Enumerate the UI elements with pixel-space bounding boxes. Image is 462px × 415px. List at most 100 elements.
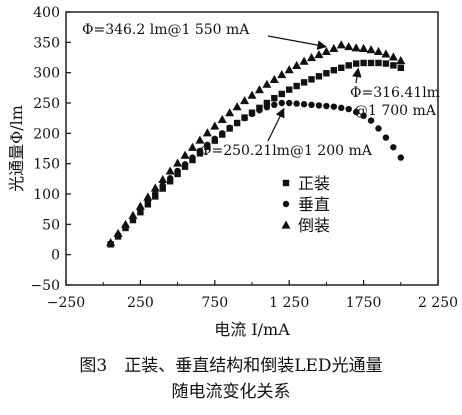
circle-data-point — [256, 107, 263, 114]
y-tick-label: 100 — [33, 187, 60, 203]
legend-marker-triangle — [281, 220, 291, 229]
circle-data-point — [263, 104, 271, 111]
y-tick-label: 350 — [33, 35, 60, 51]
square-data-point — [345, 62, 352, 69]
triangle-data-point — [344, 42, 354, 51]
legend-label-square: 正装 — [298, 174, 330, 193]
circle-data-point — [248, 110, 256, 118]
square-data-point — [271, 94, 278, 102]
annotation-arrow-conventional — [352, 67, 362, 84]
square-data-point — [286, 86, 293, 93]
triangle-data-point — [232, 102, 242, 111]
triangle-data-point — [135, 201, 145, 210]
triangle-data-point — [388, 52, 398, 61]
square-data-point — [263, 99, 271, 107]
series-triangle — [106, 40, 406, 247]
annotation-arrow-vertical — [267, 107, 285, 142]
triangle-data-point — [299, 56, 309, 65]
circle-data-point — [382, 134, 390, 141]
x-tick-label: 1 250 — [269, 295, 309, 311]
circle-data-point — [308, 101, 315, 109]
triangle-data-point — [225, 108, 235, 117]
triangle-data-point — [307, 53, 317, 62]
figure-caption-line-1: 图3 正装、垂直结构和倒装LED光通量 — [79, 356, 383, 376]
triangle-data-point — [165, 166, 175, 175]
square-data-point — [367, 59, 375, 67]
triangle-data-point — [187, 142, 197, 151]
circle-data-point — [174, 167, 181, 175]
square-data-point — [315, 73, 323, 80]
triangle-data-point — [195, 135, 205, 144]
figure-caption-line-2: 随电流变化关系 — [171, 382, 291, 402]
triangle-data-point — [113, 228, 123, 238]
circle-data-point — [352, 108, 360, 116]
square-data-point — [397, 64, 404, 72]
annotation-arrow-flip-chip — [267, 35, 328, 50]
circle-data-point — [271, 101, 278, 109]
x-axis-title: 电流 I/mA — [214, 320, 290, 339]
y-tick-label: 250 — [33, 96, 60, 112]
legend-marker-square — [282, 179, 290, 187]
triangle-data-point — [269, 74, 279, 83]
circle-data-point — [204, 141, 211, 149]
circle-data-point — [360, 112, 367, 119]
y-tick-label: 150 — [33, 157, 60, 173]
circle-data-point — [397, 154, 404, 161]
x-tick-label: −250 — [47, 295, 85, 311]
square-data-point — [278, 90, 285, 98]
triangle-data-point — [128, 210, 138, 219]
triangle-data-point — [284, 65, 294, 74]
triangle-data-point — [106, 238, 116, 247]
circle-data-point — [338, 104, 345, 112]
triangle-data-point — [277, 69, 287, 79]
triangle-data-point — [121, 219, 131, 228]
circle-data-point — [211, 135, 218, 142]
circle-data-point — [241, 114, 248, 122]
triangle-data-point — [292, 60, 302, 69]
legend-label-triangle: 倒装 — [298, 216, 330, 235]
y-tick-label: 200 — [33, 126, 60, 142]
triangle-data-point — [359, 43, 369, 52]
triangle-data-point — [329, 43, 339, 52]
circle-data-point — [345, 105, 352, 113]
square-data-point — [330, 67, 338, 74]
y-tick-label: 400 — [33, 5, 60, 21]
x-tick-label: 750 — [201, 295, 228, 311]
circle-data-point — [159, 182, 166, 189]
circle-data-point — [330, 103, 338, 110]
triangle-data-point — [321, 46, 331, 56]
annotation-label-flip-chip-peak: Φ=346.2 lm@1 550 mA — [82, 22, 250, 38]
triangle-data-point — [366, 45, 376, 54]
circle-data-point — [367, 117, 375, 124]
square-data-point — [352, 60, 360, 67]
triangle-data-point — [351, 43, 361, 52]
circle-data-point — [219, 130, 226, 137]
circle-data-point — [315, 102, 323, 109]
annotation-label-conventional-peak-current: @1 700 mA — [354, 103, 437, 119]
annotation-label-vertical-peak: Φ=250.21lm@1 200 mA — [200, 143, 373, 159]
triangle-data-point — [180, 150, 190, 159]
annotation-label-conventional-peak: Φ=316.41lm — [350, 85, 440, 101]
circle-data-point — [181, 161, 189, 168]
circle-data-point — [152, 190, 159, 197]
y-tick-label: 300 — [33, 66, 60, 82]
circle-data-point — [390, 144, 397, 151]
y-tick-label: 50 — [42, 217, 60, 233]
triangle-data-point — [240, 96, 250, 105]
triangle-data-point — [173, 158, 183, 167]
triangle-data-point — [210, 121, 220, 130]
square-data-point — [300, 79, 308, 86]
x-tick-label: 1750 — [346, 295, 382, 311]
triangle-data-point — [254, 85, 264, 94]
circle-data-point — [323, 102, 330, 110]
triangle-data-point — [202, 128, 212, 137]
circle-data-point — [166, 175, 174, 182]
square-data-point — [360, 59, 367, 67]
square-data-point — [382, 60, 390, 67]
triangle-data-point — [373, 46, 383, 56]
legend-label-circle: 垂直 — [298, 195, 330, 214]
triangle-data-point — [150, 183, 160, 192]
circle-data-point — [189, 154, 196, 161]
legend-marker-circle — [282, 200, 290, 208]
